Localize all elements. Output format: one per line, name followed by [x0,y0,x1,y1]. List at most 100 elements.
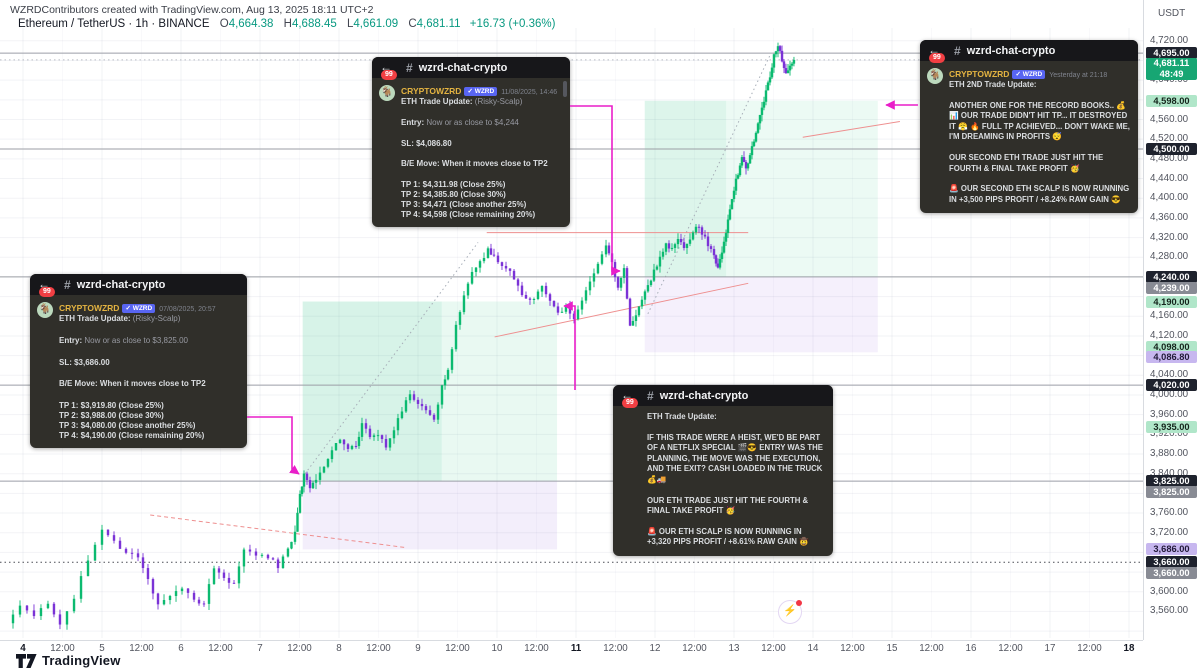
price-level-badge: 4,598.00 [1146,94,1197,107]
author-role-badge: ✓ WZRD [464,87,498,96]
channel-name[interactable]: wzrd-chat-crypto [76,278,166,291]
message-line: ETH Trade Update: (Risky-Scalp) [59,314,181,323]
time-axis-label: 17 [1044,643,1056,654]
time-axis-label: 12:00 [919,643,944,654]
avatar[interactable]: 🐐 [927,68,943,84]
price-level-badge: 4,098.00 [1146,340,1197,353]
price-level-badge: 3,660.00 [1146,567,1197,580]
scrollbar-thumb[interactable] [563,81,567,97]
time-axis-label: 15 [886,643,898,654]
discord-header: ← 99 # wzrd-chat-crypto [920,40,1138,63]
price-level-badge: 4,190.00 [1146,295,1197,308]
tradingview-logo-text: TradingView [42,653,121,668]
price-level-badge: 3,935.00 [1146,420,1197,433]
ohlc-open-value: 4,664.38 [228,18,274,30]
notification-dot [796,600,802,606]
message-line: OUR SECOND ETH TRADE JUST HIT THE FOURTH… [949,152,1104,173]
channel-name[interactable]: wzrd-chat-crypto [659,389,749,402]
discord-message-body: 🐐 CRYPTOWZRD ✓ WZRD Yesterday at 21:18 ETH 2… [920,61,1138,213]
ohlc-close-label: C [408,18,417,30]
time-axis-label: 11 [570,643,582,654]
unread-count-badge: 99 [622,398,638,408]
message-line: TP 3: $4,471 (Close another 25%) [401,199,527,209]
rising-support [494,282,749,338]
time-axis-label: 12:00 [129,643,154,654]
trade2-profit-far [726,100,878,277]
tradingview-mark-icon [16,653,37,668]
message-line: TP 4: $4,598 (Close remaining 20%) [401,209,536,219]
price-tick-label: 3,880.00 [1150,448,1189,460]
author-username[interactable]: CRYPTOWZRD [401,86,462,96]
price-tick-label: 3,560.00 [1150,605,1189,617]
rally2-dotted-guide [647,54,771,315]
price-tick-label: 4,720.00 [1150,34,1189,46]
discord-overlay-trade2-result[interactable]: ← 99 # wzrd-chat-crypto 🐐 CRYPTOWZRD ✓ WZRD Yes… [920,40,1138,214]
message-line: TP 2: $4,385.80 (Close 30%) [401,189,506,199]
trade1-stop [302,481,558,550]
discord-overlay-trade1-result[interactable]: ← 99 # wzrd-chat-crypto ETH Trade Update: IF … [613,385,833,556]
message-line: TP 3: $4,080.00 (Close another 25%) [59,420,196,430]
author-username[interactable]: CRYPTOWZRD [59,303,120,313]
message-line: B/E Move: When it moves close to TP2 [401,159,548,169]
price-tick-label: 4,520.00 [1150,133,1189,145]
price-tick-label: 4,040.00 [1150,369,1189,381]
time-axis-label: 18 [1123,643,1135,654]
time-axis-label: 12:00 [287,643,312,654]
price-level-badge: 4,240.00 [1146,270,1197,283]
message-line: Entry: Now or as close to $3,825.00 [59,335,188,345]
price-level-badge: 4,500.00 [1146,143,1197,156]
discord-overlay-trade1-signal[interactable]: ← 99 # wzrd-chat-crypto 🐐 CRYPTOWZRD ✓ WZRD 07/… [30,274,247,449]
time-axis-label: 12:00 [208,643,233,654]
tradingview-logo[interactable]: TradingView [16,653,121,668]
time-axis[interactable] [0,640,1143,657]
time-axis-label: 12:00 [445,643,470,654]
symbol-title[interactable]: Ethereum / TetherUS · 1h · BINANCE [18,18,210,30]
trade1-profit-near [302,301,442,482]
price-tick-label: 4,400.00 [1150,192,1189,204]
author-row: CRYPTOWZRD ✓ WZRD 07/08/2025, 20:57 [59,301,239,313]
message-line: OUR ETH TRADE JUST HIT THE FOURTH & FINA… [647,495,809,516]
author-role-badge: ✓ WZRD [122,304,156,313]
ohlc-high-value: 4,688.45 [291,18,337,30]
discord-header: ← 99 # wzrd-chat-crypto [372,57,570,80]
discord-message-body: 🐐 CRYPTOWZRD ✓ WZRD 11/08/2025, 14:46 ETH Tr… [372,78,570,227]
price-tick-label: 3,840.00 [1150,467,1189,479]
discord-message-body: ETH Trade Update: IF THIS TRADE WERE A HE… [613,406,833,556]
avatar[interactable]: 🐐 [379,85,395,101]
change-value: +16.73 (+0.36%) [469,18,556,30]
message-line: TP 1: $3,919.80 (Close 25%) [59,401,164,411]
message-line: 🚨 OUR ETH SCALP IS NOW RUNNING IN +3,320… [647,526,809,547]
message-line: ETH Trade Update: (Risky-Scalp) [401,97,523,106]
price-tick-label: 3,600.00 [1150,585,1189,597]
message-line: ETH 2ND Trade Update: [949,80,1037,89]
idea-flash-icon[interactable]: ⚡ [778,600,802,624]
price-tick-label: 4,160.00 [1150,310,1189,322]
message-line: TP 1: $4,311.98 (Close 25%) [401,180,506,190]
price-level-badge: 3,825.00 [1146,475,1197,488]
message-line: SL: $4,086.80 [401,138,452,148]
author-username[interactable]: CRYPTOWZRD [949,69,1010,79]
price-tick-label: 4,480.00 [1150,152,1189,164]
price-level-badge: 4,086.80 [1146,351,1197,364]
trade2-profit-near [644,100,727,277]
time-axis-label: 5 [99,643,105,654]
message-line: Entry: Now or as close to $4,244 [401,117,519,127]
price-tick-label: 4,560.00 [1150,113,1189,125]
time-axis-label: 12:00 [998,643,1023,654]
channel-name[interactable]: wzrd-chat-crypto [966,44,1056,57]
channel-hash-icon: # [64,277,71,292]
descending-resistance [150,514,406,548]
rally1-dotted-guide [304,242,479,474]
discord-header: ← 99 # wzrd-chat-crypto [30,274,247,297]
message-line: IF THIS TRADE WERE A HEIST, WE'D BE PART… [647,432,823,484]
price-tick-label: 4,000.00 [1150,388,1189,400]
price-tick-label: 4,440.00 [1150,172,1189,184]
price-tick-label: 3,720.00 [1150,526,1189,538]
avatar[interactable]: 🐐 [37,302,53,318]
time-axis-label: 12:00 [366,643,391,654]
price-tick-label: 4,320.00 [1150,231,1189,243]
symbol-legend: Ethereum / TetherUS · 1h · BINANCE O4,66… [18,18,555,30]
message-line: ETH Trade Update: [647,412,717,421]
channel-name[interactable]: wzrd-chat-crypto [418,61,508,74]
discord-overlay-trade2-signal[interactable]: ← 99 # wzrd-chat-crypto 🐐 CRYPTOWZRD ✓ WZRD 11/… [372,57,570,228]
